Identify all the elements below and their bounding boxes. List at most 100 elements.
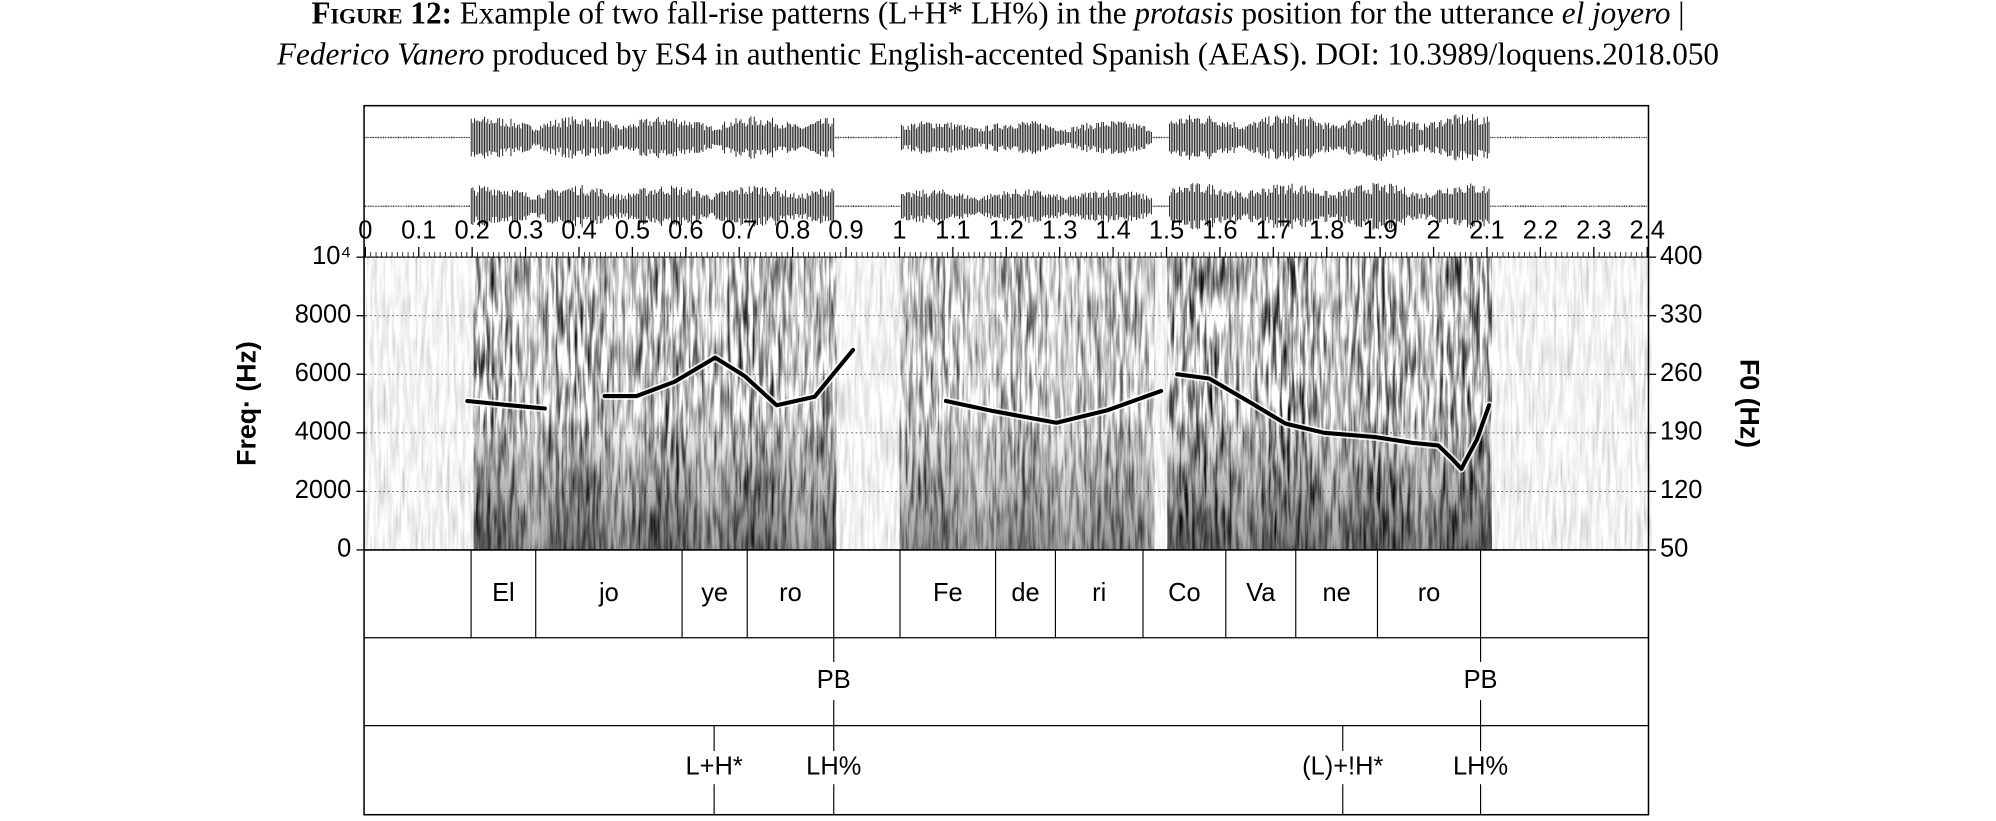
spectrogram-texture	[1606, 257, 1613, 550]
spectrogram-texture	[594, 257, 601, 550]
spectrogram-lowband	[1466, 409, 1473, 550]
spectrogram-texture	[1281, 257, 1289, 550]
x-tick-label: 2.3	[1576, 216, 1611, 244]
spectrogram-texture	[715, 257, 722, 550]
x-tick-label: 2.1	[1469, 216, 1504, 244]
spectrogram-lowband	[925, 409, 932, 550]
spectrogram-lowband	[670, 409, 678, 550]
spectrogram-texture	[1536, 257, 1543, 550]
spectrogram-texture	[1638, 257, 1645, 550]
spectrogram-lowband	[1122, 409, 1130, 550]
x-tick-label: 0.9	[828, 216, 863, 244]
y2-axis-label: F0 (Hz)	[1735, 359, 1765, 448]
spectrogram-lowband	[543, 409, 550, 550]
spectrogram-texture	[1205, 257, 1212, 550]
x-tick-label: 1.9	[1362, 216, 1397, 244]
spectrogram-lowband	[683, 409, 690, 550]
caption-run: |	[1671, 0, 1685, 31]
spectrogram-texture	[1294, 257, 1301, 550]
spectrogram-lowband	[518, 409, 525, 550]
spectrogram-texture	[1288, 257, 1295, 550]
spectrogram-texture	[1320, 257, 1327, 550]
spectrogram-lowband	[562, 409, 570, 550]
spectrogram-texture	[530, 257, 538, 550]
spectrogram-lowband	[1167, 409, 1174, 550]
spectrogram-texture	[1530, 257, 1537, 550]
spectrogram-texture	[562, 257, 570, 550]
spectrogram-lowband	[957, 409, 964, 550]
x-tick-label: 0.7	[722, 216, 757, 244]
spectrogram-texture	[1612, 257, 1620, 550]
spectrogram-texture	[607, 257, 614, 550]
spectrogram-texture	[1020, 257, 1028, 550]
spectrogram-texture	[740, 257, 748, 550]
spectrogram-texture	[899, 257, 907, 550]
spectrogram-lowband	[1320, 409, 1327, 550]
spectrogram-lowband	[569, 409, 576, 550]
spectrogram-texture	[1523, 257, 1531, 550]
spectrogram-texture	[397, 257, 404, 550]
spectrogram-texture	[1300, 257, 1308, 550]
spectrogram-lowband	[1383, 409, 1391, 550]
spectrogram-lowband	[1192, 409, 1200, 550]
tone-label: PB	[1464, 666, 1498, 694]
spectrogram-texture	[1275, 257, 1282, 550]
syllable-label: ro	[1418, 579, 1441, 607]
spectrogram-lowband	[747, 409, 754, 550]
spectrogram-lowband	[1001, 409, 1009, 550]
spectrogram-texture	[1211, 257, 1219, 550]
spectrogram-lowband	[740, 409, 748, 550]
spectrogram-lowband	[1116, 409, 1123, 550]
spectrogram-texture	[1511, 257, 1518, 550]
spectrogram-texture	[1549, 257, 1556, 550]
spectrogram-texture	[1071, 257, 1079, 550]
spectrogram-texture	[1542, 257, 1550, 550]
spectrogram-texture	[868, 257, 875, 550]
spectrogram-lowband	[1211, 409, 1219, 550]
spectrogram-texture	[1479, 257, 1486, 550]
x-tick-label: 2	[1426, 216, 1440, 244]
spectrogram-lowband	[1351, 409, 1359, 550]
syllable-label: ye	[701, 579, 728, 607]
syllable-label: El	[492, 579, 515, 607]
x-tick-label: 0.2	[454, 216, 489, 244]
spectrogram-texture	[1402, 257, 1410, 550]
x-tick-label: 1.4	[1095, 216, 1130, 244]
spectrogram-texture	[849, 257, 856, 550]
spectrogram-texture	[537, 257, 544, 550]
spectrogram-texture	[1256, 257, 1263, 550]
x-tick-label: 0.4	[561, 216, 596, 244]
spectrogram-texture	[836, 257, 843, 550]
spectrogram-texture	[549, 257, 557, 550]
spectrogram-texture	[1574, 257, 1582, 550]
spectrogram-lowband	[1345, 409, 1352, 550]
spectrogram-lowband	[734, 409, 741, 550]
spectrogram-lowband	[1434, 409, 1441, 550]
spectrogram-texture	[1027, 257, 1034, 550]
spectrogram-texture	[435, 257, 442, 550]
syllable-label: de	[1011, 579, 1039, 607]
spectrogram-texture	[1148, 257, 1155, 550]
tone-label: PB	[817, 666, 851, 694]
x-tick-label: 0.8	[775, 216, 810, 244]
syllable-label: Va	[1246, 579, 1276, 607]
spectrogram-lowband	[1186, 409, 1193, 550]
spectrogram-lowband	[524, 409, 531, 550]
spectrogram-texture	[588, 257, 595, 550]
spectrogram-lowband	[728, 409, 735, 550]
spectrogram-texture	[390, 257, 398, 550]
x-tick-label: 2.2	[1523, 216, 1558, 244]
spectrogram-texture	[1046, 257, 1053, 550]
x-tick-label: 1.2	[989, 216, 1024, 244]
spectrogram-lowband	[1243, 409, 1251, 550]
spectrogram-lowband	[963, 409, 970, 550]
spectrogram-lowband	[989, 409, 996, 550]
spectrogram-texture	[689, 257, 697, 550]
spectrogram-lowband	[626, 409, 633, 550]
spectrogram-lowband	[479, 409, 487, 550]
x-tick-label: 0.6	[668, 216, 703, 244]
spectrogram-lowband	[1402, 409, 1410, 550]
spectrogram-texture	[1065, 257, 1072, 550]
